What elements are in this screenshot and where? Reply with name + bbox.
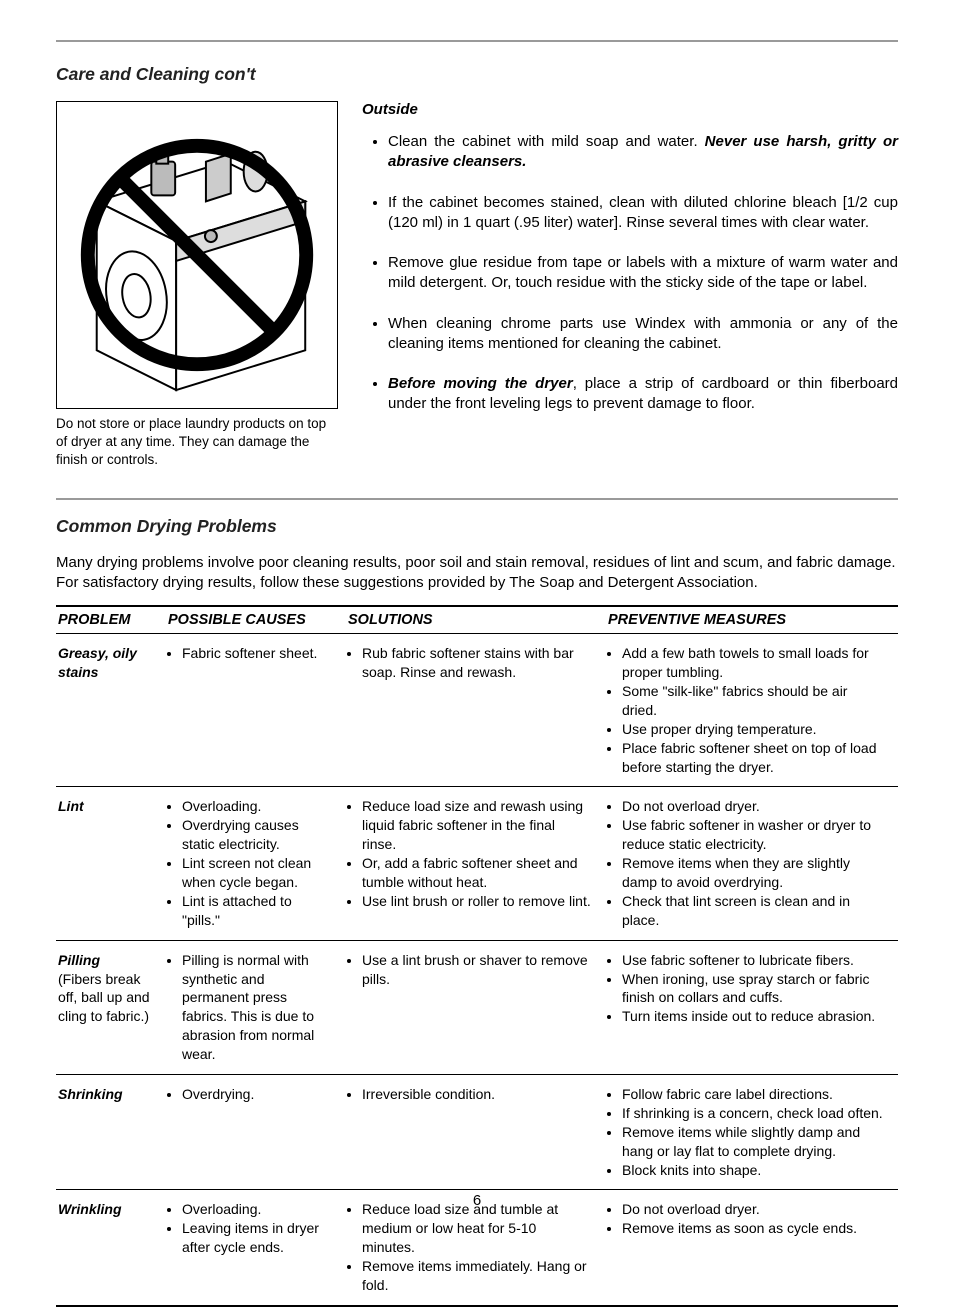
list-item: Remove items while slightly damp and han… (622, 1123, 884, 1161)
list-item: Reduce load size and rewash using liquid… (362, 797, 592, 854)
list-item: Use proper drying temperature. (622, 720, 884, 739)
list-item: Check that lint screen is clean and in p… (622, 892, 884, 930)
list-item: Block knits into shape. (622, 1161, 884, 1180)
cell-list: Rub fabric softener stains with bar soap… (348, 644, 592, 682)
figure-column: Do not store or place laundry products o… (56, 101, 338, 470)
list-item: Overloading. (182, 797, 332, 816)
problem-name: Greasy, oily stains (58, 645, 137, 680)
cell-causes: Pilling is normal with synthetic and per… (166, 940, 346, 1074)
list-item: Some "silk-like" fabrics should be air d… (622, 682, 884, 720)
problems-intro: Many drying problems involve poor cleani… (56, 553, 898, 594)
table-row: Pilling (Fibers break off, ball up and cl… (56, 940, 898, 1074)
outside-bullet-list: Clean the cabinet with mild soap and wat… (362, 132, 898, 415)
list-item: Rub fabric softener stains with bar soap… (362, 644, 592, 682)
subhead-outside: Outside (362, 101, 898, 118)
th-solutions: SOLUTIONS (346, 606, 606, 634)
list-item: Use fabric softener to lubricate fibers. (622, 951, 884, 970)
cell-list: Overdrying. (168, 1085, 332, 1104)
list-item: Remove items as soon as cycle ends. (622, 1219, 884, 1238)
list-item: Remove items immediately. Hang or fold. (362, 1257, 592, 1295)
cell-list: Overloading.Overdrying causes static ele… (168, 797, 332, 929)
list-item: When ironing, use spray starch or fabric… (622, 970, 884, 1008)
cell-list: Fabric softener sheet. (168, 644, 332, 663)
outside-bullet: Before moving the dryer, place a strip o… (388, 374, 898, 415)
outside-bullet: When cleaning chrome parts use Windex wi… (388, 314, 898, 355)
list-item: Leaving items in dryer after cycle ends. (182, 1219, 332, 1257)
outside-bullet: If the cabinet becomes stained, clean wi… (388, 193, 898, 234)
cell-list: Add a few bath towels to small loads for… (608, 644, 884, 776)
section-heading-care: Care and Cleaning con't (56, 64, 898, 85)
list-item: Irreversible condition. (362, 1085, 592, 1104)
th-prevent: PREVENTIVE MEASURES (606, 606, 898, 634)
list-item: Or, add a fabric softener sheet and tumb… (362, 854, 592, 892)
cell-prevent: Use fabric softener to lubricate fibers.… (606, 940, 898, 1074)
cell-causes: Overloading.Overdrying causes static ele… (166, 787, 346, 940)
list-item: Overdrying. (182, 1085, 332, 1104)
cell-problem: Lint (56, 787, 166, 940)
cell-prevent: Follow fabric care label directions.If s… (606, 1074, 898, 1189)
outside-content-column: Outside Clean the cabinet with mild soap… (362, 101, 898, 470)
cell-problem: Pilling (Fibers break off, ball up and cl… (56, 940, 166, 1074)
cell-list: Use fabric softener to lubricate fibers.… (608, 951, 884, 1027)
list-item: Add a few bath towels to small loads for… (622, 644, 884, 682)
list-item: Pilling is normal with synthetic and per… (182, 951, 332, 1064)
list-item: Turn items inside out to reduce abrasion… (622, 1007, 884, 1026)
cell-problem: Shrinking (56, 1074, 166, 1189)
care-cleaning-row: Do not store or place laundry products o… (56, 101, 898, 470)
list-item: Lint screen not clean when cycle began. (182, 854, 332, 892)
dryer-no-products-figure (56, 101, 338, 409)
cell-prevent: Add a few bath towels to small loads for… (606, 634, 898, 787)
outside-bullet: Clean the cabinet with mild soap and wat… (388, 132, 898, 173)
cell-list: Irreversible condition. (348, 1085, 592, 1104)
cell-list: Follow fabric care label directions.If s… (608, 1085, 884, 1179)
table-header-row: PROBLEM POSSIBLE CAUSES SOLUTIONS PREVEN… (56, 606, 898, 634)
cell-causes: Fabric softener sheet. (166, 634, 346, 787)
emphasized-text: Before moving the dryer (388, 375, 573, 392)
list-item: Overdrying causes static electricity. (182, 816, 332, 854)
table-row: Lint Overloading.Overdrying causes static… (56, 787, 898, 940)
cell-list: Use a lint brush or shaver to remove pil… (348, 951, 592, 989)
cell-list: Pilling is normal with synthetic and per… (168, 951, 332, 1064)
horizontal-rule-top (56, 40, 898, 42)
emphasized-text: Never use harsh, gritty or abrasive clea… (388, 133, 898, 170)
problem-subtext: (Fibers break off, ball up and cling to … (58, 970, 152, 1027)
list-item: If shrinking is a concern, check load of… (622, 1104, 884, 1123)
figure-caption: Do not store or place laundry products o… (56, 415, 338, 470)
th-problem: PROBLEM (56, 606, 166, 634)
list-item: Use a lint brush or shaver to remove pil… (362, 951, 592, 989)
problem-name: Shrinking (58, 1086, 123, 1102)
page-number: 6 (0, 1192, 954, 1209)
list-item: Use fabric softener in washer or dryer t… (622, 816, 884, 854)
list-item: Use lint brush or roller to remove lint. (362, 892, 592, 911)
horizontal-rule-mid (56, 498, 898, 500)
cell-causes: Overdrying. (166, 1074, 346, 1189)
dryer-prohibit-icon (57, 102, 337, 408)
section-heading-problems: Common Drying Problems (56, 516, 898, 537)
cell-list: Do not overload dryer.Use fabric softene… (608, 797, 884, 929)
cell-solutions: Use a lint brush or shaver to remove pil… (346, 940, 606, 1074)
problem-name: Lint (58, 798, 84, 814)
th-causes: POSSIBLE CAUSES (166, 606, 346, 634)
table-row: Shrinking Overdrying. Irreversible conditi… (56, 1074, 898, 1189)
cell-solutions: Reduce load size and rewash using liquid… (346, 787, 606, 940)
cell-list: Reduce load size and tumble at medium or… (348, 1200, 592, 1294)
table-row: Greasy, oily stains Fabric softener sheet… (56, 634, 898, 787)
list-item: Follow fabric care label directions. (622, 1085, 884, 1104)
cell-problem: Greasy, oily stains (56, 634, 166, 787)
list-item: Remove items when they are slightly damp… (622, 854, 884, 892)
problem-name: Pilling (58, 952, 100, 968)
list-item: Lint is attached to "pills." (182, 892, 332, 930)
list-item: Fabric softener sheet. (182, 644, 332, 663)
cell-prevent: Do not overload dryer.Use fabric softene… (606, 787, 898, 940)
cell-list: Reduce load size and rewash using liquid… (348, 797, 592, 910)
list-item: Do not overload dryer. (622, 797, 884, 816)
outside-bullet: Remove glue residue from tape or labels … (388, 253, 898, 294)
cell-solutions: Irreversible condition. (346, 1074, 606, 1189)
cell-solutions: Rub fabric softener stains with bar soap… (346, 634, 606, 787)
list-item: Place fabric softener sheet on top of lo… (622, 739, 884, 777)
